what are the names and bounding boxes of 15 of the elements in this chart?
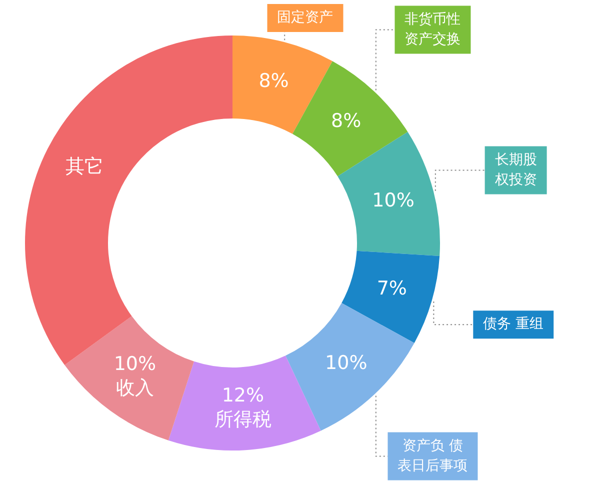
slice-label: 固定资产 (277, 10, 334, 26)
slice-label: 非货币性资产交换 (404, 11, 461, 48)
data-label: 7% (376, 277, 407, 300)
data-label: 8% (258, 70, 289, 92)
slice-label: 其它 (66, 156, 104, 178)
data-label: 10% (325, 352, 368, 374)
slice-label: 收入 (116, 377, 154, 400)
slice-label: 资产负 债表日后事项 (398, 438, 468, 474)
data-label: 10% (372, 190, 414, 212)
slice-label: 所得税 (214, 408, 272, 431)
data-label: 12% (222, 384, 264, 407)
data-label: 10% (114, 353, 156, 376)
data-label: 8% (331, 110, 362, 132)
slice-label: 债务 重组 (483, 316, 544, 332)
slice-label: 长期股权投资 (494, 152, 537, 188)
